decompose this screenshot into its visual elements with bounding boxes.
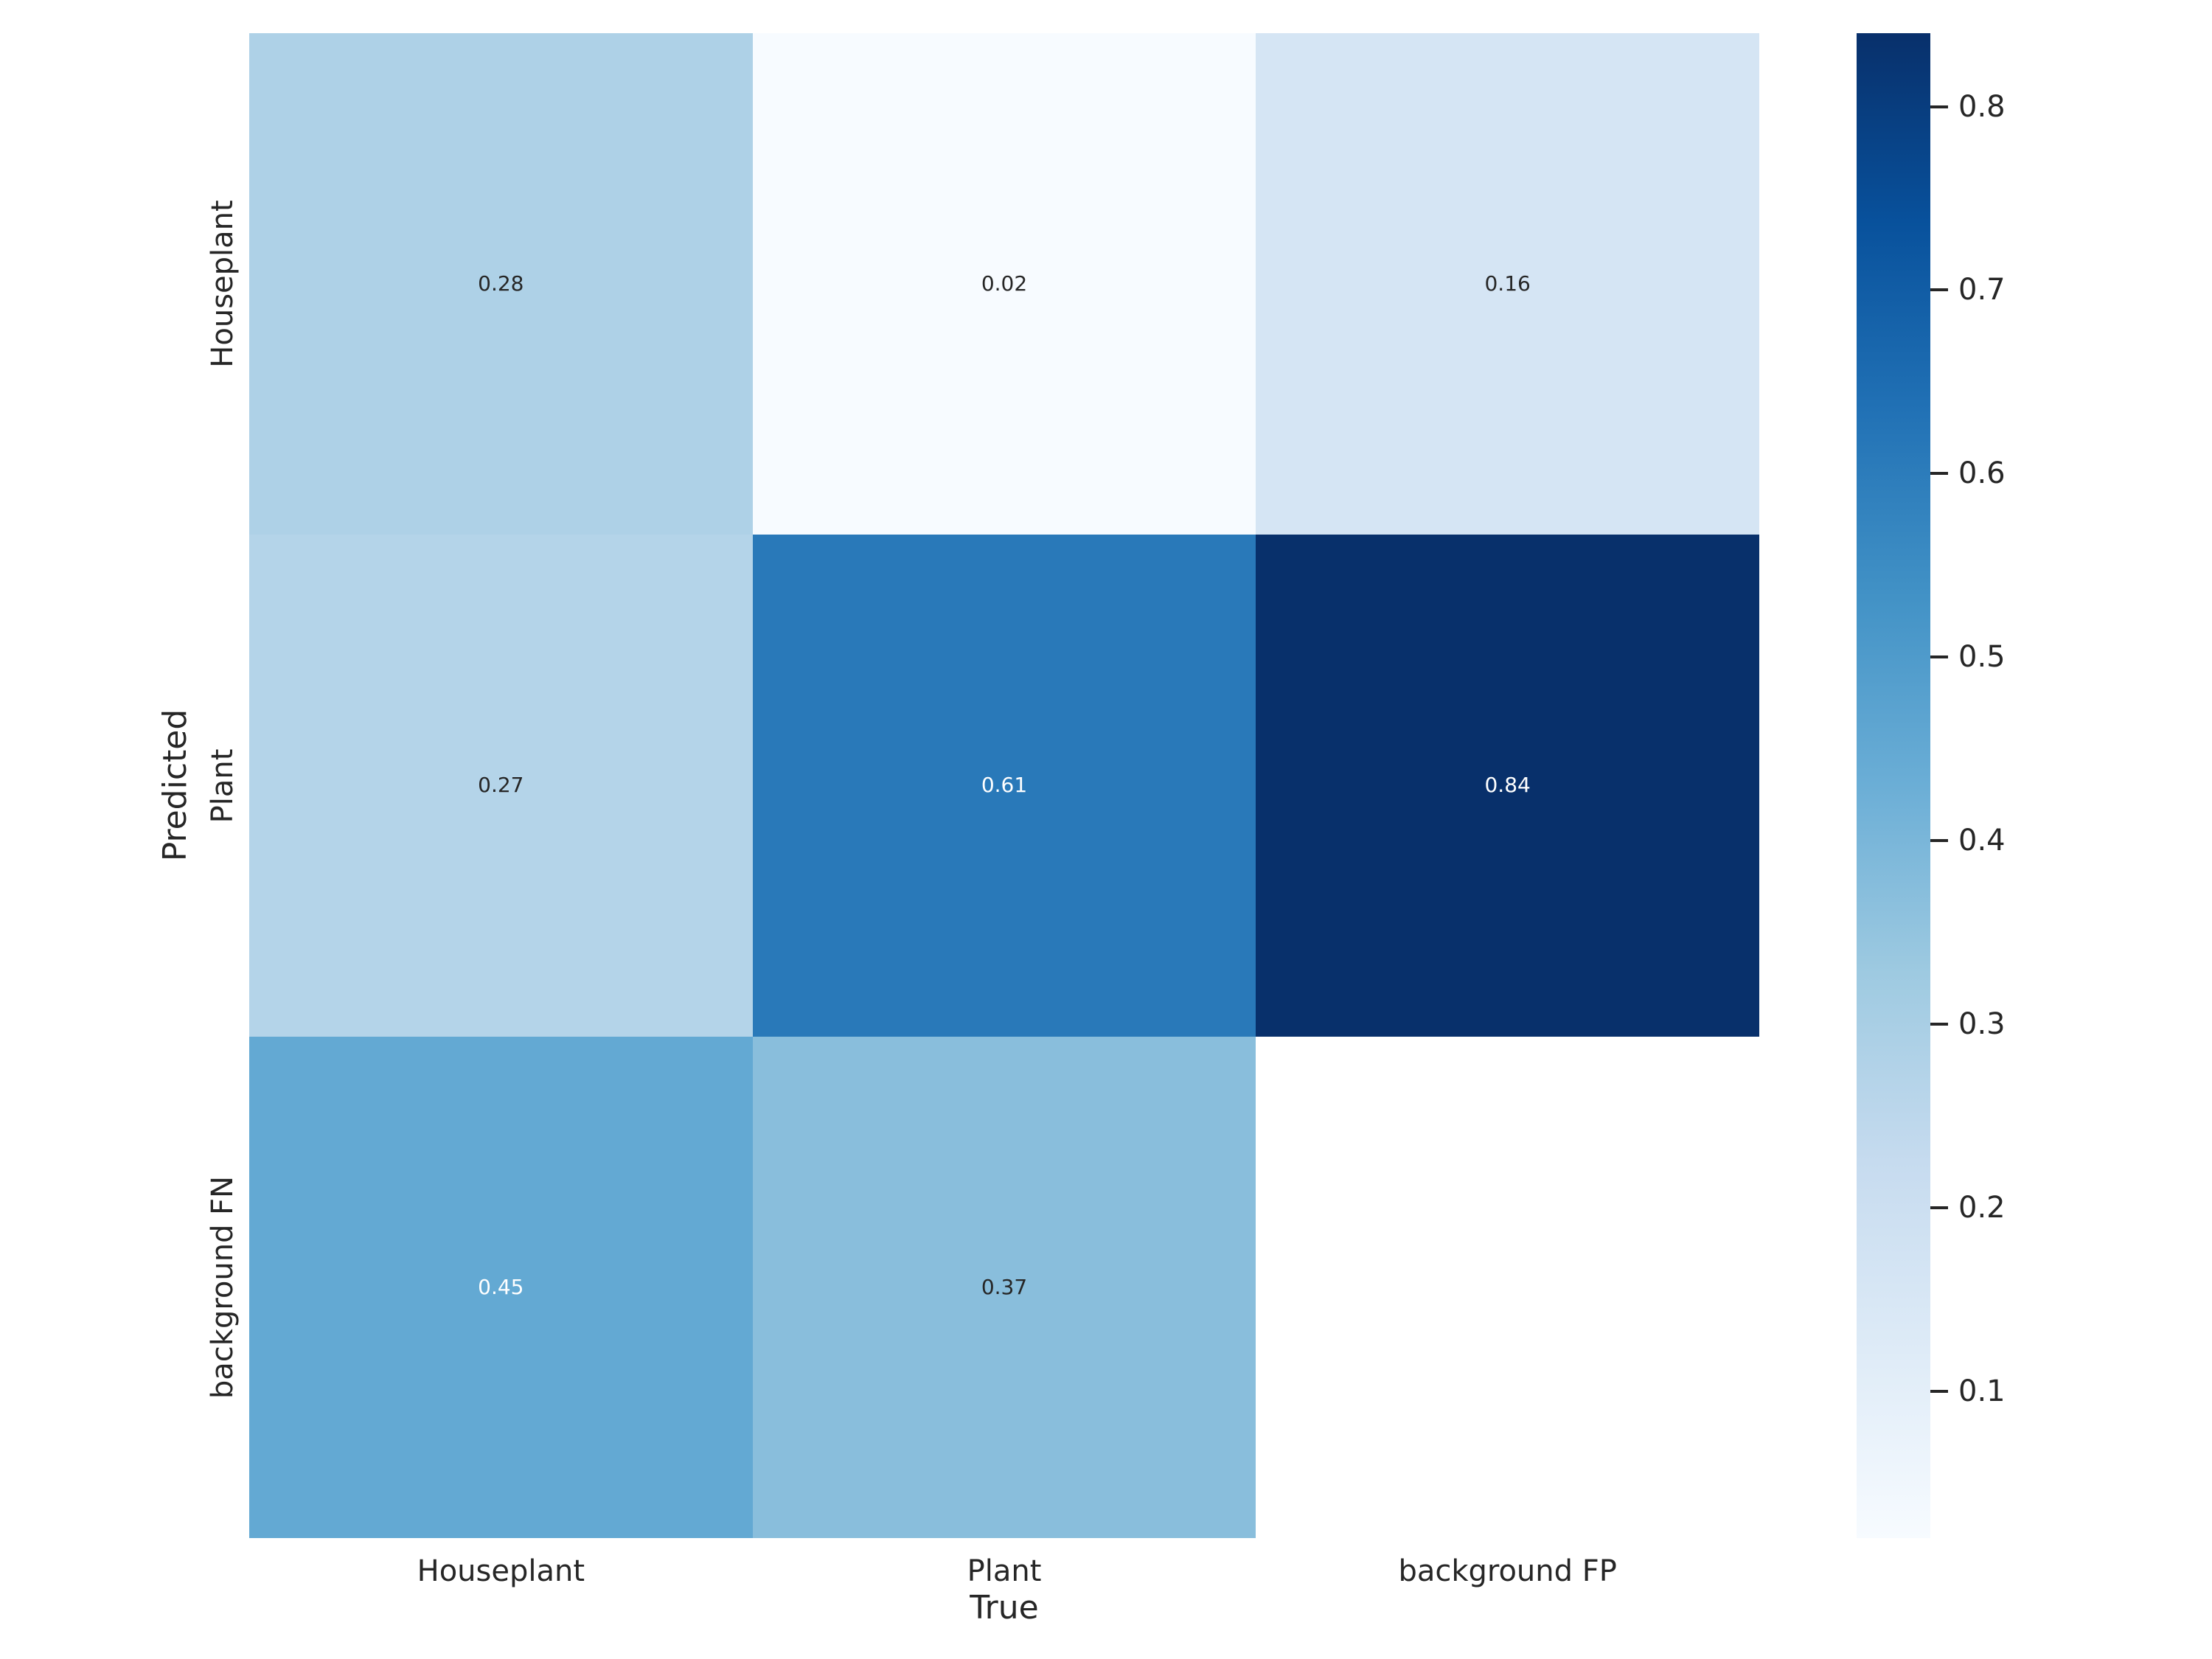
- colorbar-tick-label-0.2: 0.2: [1958, 1190, 2006, 1225]
- colorbar-tick-label-0.5: 0.5: [1958, 640, 2006, 675]
- heatmap-cell-plant-houseplant: 0.27: [249, 535, 753, 1037]
- colorbar-tick-label-0.4: 0.4: [1958, 824, 2006, 858]
- cell-value: 0.28: [478, 271, 524, 296]
- heatmap-cell-plant-background-fp: 0.84: [1256, 535, 1759, 1037]
- y-tick-label-houseplant: Houseplant: [206, 200, 240, 368]
- y-tick-label-plant: Plant: [206, 748, 240, 823]
- cell-value: 0.45: [478, 1274, 524, 1299]
- colorbar-tick-label-0.7: 0.7: [1958, 273, 2006, 307]
- cell-value: 0.84: [1484, 773, 1531, 798]
- colorbar-tick-mark-0.3: [1930, 1023, 1948, 1026]
- x-tick-label-houseplant: Houseplant: [417, 1554, 585, 1588]
- colorbar: [1857, 33, 1930, 1538]
- colorbar-tick-mark-0.1: [1930, 1389, 1948, 1393]
- heatmap-cell-plant-plant: 0.61: [752, 535, 1256, 1037]
- colorbar-tick-mark-0.8: [1930, 105, 1948, 108]
- cell-value: 0.27: [478, 773, 524, 798]
- colorbar-tick-mark-0.6: [1930, 472, 1948, 476]
- x-tick-label-plant: Plant: [967, 1554, 1042, 1588]
- colorbar-tick-label-0.8: 0.8: [1958, 89, 2006, 124]
- colorbar-tick-label-0.6: 0.6: [1958, 456, 2006, 491]
- heatmap-cell-background-fn-houseplant: 0.45: [249, 1036, 753, 1538]
- cell-value: 0.37: [981, 1274, 1028, 1299]
- x-tick-label-background-fp: background FP: [1398, 1554, 1617, 1588]
- y-axis-label: Predicted: [156, 709, 194, 862]
- heatmap-cell-houseplant-houseplant: 0.28: [249, 33, 753, 535]
- colorbar-tick-mark-0.2: [1930, 1206, 1948, 1209]
- colorbar-tick-mark-0.7: [1930, 288, 1948, 292]
- cell-value: 0.02: [981, 271, 1028, 296]
- colorbar-tick-label-0.3: 0.3: [1958, 1007, 2006, 1042]
- colorbar-tick-label-0.1: 0.1: [1958, 1374, 2006, 1408]
- heatmap-cell-background-fn-plant: 0.37: [752, 1036, 1256, 1538]
- cell-value: 0.16: [1484, 271, 1531, 296]
- heatmap-grid: 0.28 0.02 0.16 0.27 0.61 0.84 0.45 0.37: [249, 33, 1759, 1538]
- heatmap-cell-houseplant-background-fp: 0.16: [1256, 33, 1759, 535]
- colorbar-tick-mark-0.5: [1930, 655, 1948, 659]
- heatmap-cell-background-fn-background-fp: [1256, 1036, 1759, 1538]
- cell-value: 0.61: [981, 773, 1028, 798]
- heatmap-cell-houseplant-plant: 0.02: [752, 33, 1256, 535]
- colorbar-tick-mark-0.4: [1930, 839, 1948, 843]
- x-axis-label: True: [970, 1589, 1039, 1627]
- y-tick-label-background-fn: background FN: [206, 1175, 240, 1399]
